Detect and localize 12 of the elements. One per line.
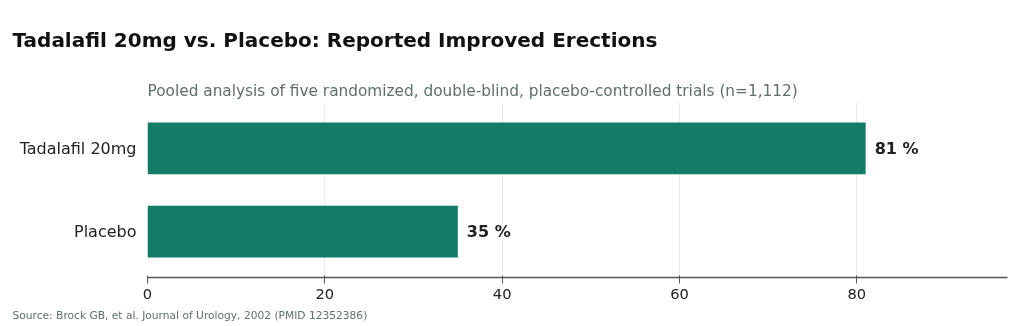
chart-subtitle: Pooled analysis of five randomized, double-blind, placebo-controlled trials (n=1,112) (147, 81, 798, 100)
chart-title: Tadalafil 20mg vs. Placebo: Reported Improved Erections (12, 27, 658, 52)
data-label: 35 % (466, 222, 511, 242)
y-tick-label: Tadalafil 20mg (18, 138, 137, 158)
x-tick-label: 80 (847, 284, 867, 302)
y-tick-label: Placebo (74, 222, 137, 242)
x-tick-label: 40 (492, 284, 512, 302)
x-tick-label: 0 (142, 284, 153, 302)
data-label: 81 % (874, 138, 919, 158)
x-tick-label: 20 (315, 284, 335, 302)
x-tick-label: 60 (670, 284, 689, 302)
source-note: Source: Brock GB, et al. Journal of Urology, 2002 (PMID 12352386) (12, 308, 368, 322)
